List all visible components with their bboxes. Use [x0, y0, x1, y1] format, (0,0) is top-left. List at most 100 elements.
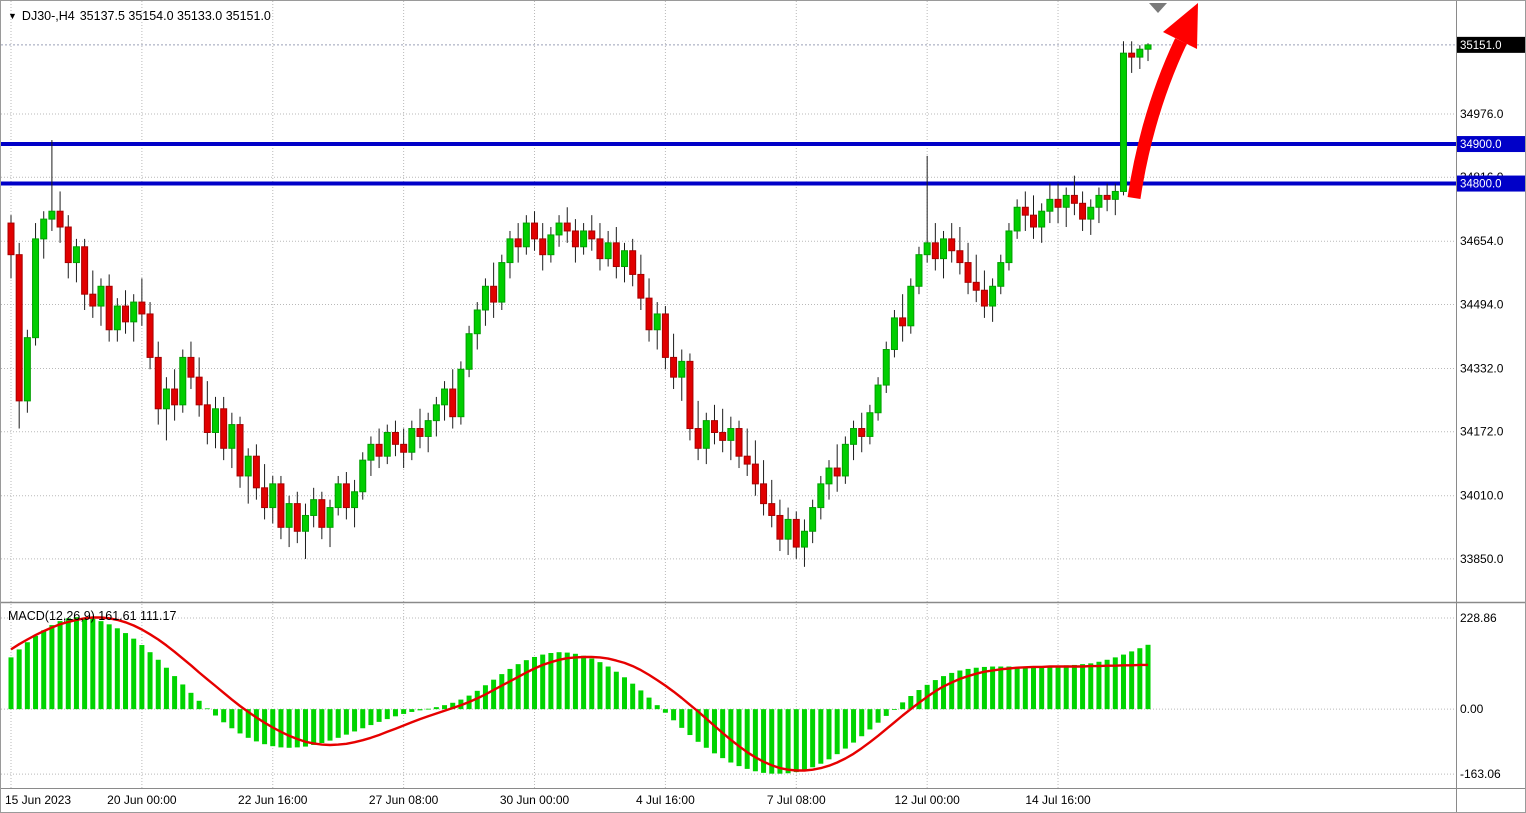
macd-histogram-bar [1120, 654, 1126, 710]
macd-histogram-bar [703, 709, 709, 748]
macd-histogram-bar [589, 658, 595, 710]
macd-histogram-bar [515, 664, 521, 710]
symbol-dropdown-icon[interactable]: ▼ [8, 10, 17, 21]
macd-histogram-bar [801, 709, 807, 771]
current-price-badge [1457, 36, 1525, 53]
macd-histogram-bar [818, 709, 824, 764]
candle-body [171, 388, 179, 406]
macd-histogram-bar [131, 638, 137, 710]
macd-histogram-bar [352, 709, 358, 732]
macd-axis-tick: 228.86 [1460, 611, 1497, 625]
macd-histogram-bar [932, 680, 938, 710]
candle-body [195, 376, 203, 406]
macd-histogram-bar [286, 709, 292, 748]
macd-histogram-bar [662, 709, 668, 713]
candle-body [15, 254, 23, 402]
candle-body [424, 420, 432, 437]
candle-body [1136, 48, 1144, 58]
macd-histogram-bar [605, 666, 611, 710]
candle-body [596, 238, 604, 260]
macd-histogram-bar [474, 690, 480, 710]
candle-body [72, 246, 80, 264]
candle-body [285, 503, 293, 528]
candle-body [653, 313, 661, 331]
macd-histogram-bar [123, 633, 129, 710]
price-axis-tick: 34654.0 [1460, 234, 1504, 248]
macd-histogram-bar [294, 709, 300, 748]
macd-histogram-bar [548, 652, 554, 710]
candle-body [212, 408, 219, 433]
macd-histogram-bar [834, 709, 840, 755]
candle-body [244, 455, 252, 477]
time-axis-label: 15 Jun 2023 [5, 793, 71, 807]
candle-body [539, 238, 547, 256]
candle-body [56, 210, 64, 228]
candle-body [792, 518, 800, 548]
macd-histogram-bar [262, 709, 268, 745]
candle-body [948, 238, 956, 252]
macd-histogram-bar [1080, 664, 1086, 710]
candle-body [956, 250, 964, 264]
macd-histogram-bar [1137, 648, 1143, 710]
macd-histogram-bar [597, 662, 603, 710]
candle-body [645, 297, 653, 331]
candle-body [825, 467, 833, 485]
candle-body [858, 428, 866, 437]
macd-histogram-bar [311, 709, 317, 745]
candle-body [122, 305, 130, 323]
candle-body [743, 455, 751, 465]
macd-histogram-bar [147, 652, 153, 710]
candle-body [809, 507, 817, 532]
candle-body [146, 313, 154, 358]
macd-histogram-bar [499, 674, 505, 710]
macd-histogram-bar [384, 709, 390, 720]
candle-body [32, 238, 40, 339]
price-axis-tick: 34332.0 [1460, 361, 1504, 375]
current-price-badge-text: 35151.0 [1460, 40, 1502, 52]
candle-body [989, 285, 997, 307]
candle-body [351, 491, 359, 509]
level-price-badge [1457, 136, 1525, 153]
candle-body [1103, 194, 1111, 200]
candle-body [727, 428, 735, 441]
time-axis-label: 27 Jun 08:00 [369, 793, 439, 807]
candle-body [694, 428, 702, 449]
macd-histogram-bar [82, 617, 88, 710]
macd-histogram-bar [695, 709, 701, 742]
macd-histogram-bar [24, 642, 30, 710]
candle-body [432, 404, 440, 422]
candle-body [481, 285, 489, 311]
candle-body [710, 420, 718, 433]
macd-histogram-bar [957, 670, 963, 710]
price-axis-tick: 34494.0 [1460, 297, 1504, 311]
macd-histogram-bar [736, 709, 742, 767]
candle-body [81, 246, 89, 295]
candle-body [890, 317, 898, 351]
candle-body [441, 388, 449, 406]
candle-body [334, 483, 342, 509]
macd-histogram-bar [507, 668, 513, 710]
candle-body [907, 285, 915, 327]
price-axis-tick: 34172.0 [1460, 425, 1504, 439]
macd-histogram-bar [1071, 664, 1077, 710]
candle-body [514, 238, 522, 248]
candle-body [113, 305, 121, 331]
candle-body [97, 285, 105, 307]
macd-histogram-bar [810, 709, 816, 768]
macd-histogram-bar [891, 709, 897, 710]
chart-shift-marker-icon[interactable] [1149, 3, 1167, 13]
candle-body [555, 222, 563, 236]
candle-body [293, 503, 301, 532]
candle-body [800, 530, 808, 548]
macd-histogram-bar [556, 652, 562, 710]
candle-body [203, 404, 211, 433]
trend-arrow[interactable] [1127, 38, 1187, 199]
macd-histogram-bar [654, 705, 660, 710]
candle-body [40, 218, 48, 240]
macd-histogram-bar [613, 671, 619, 710]
candle-body [719, 431, 727, 441]
price-axis-tick: 34010.0 [1460, 489, 1504, 503]
trend-arrow-head[interactable] [1163, 3, 1198, 49]
